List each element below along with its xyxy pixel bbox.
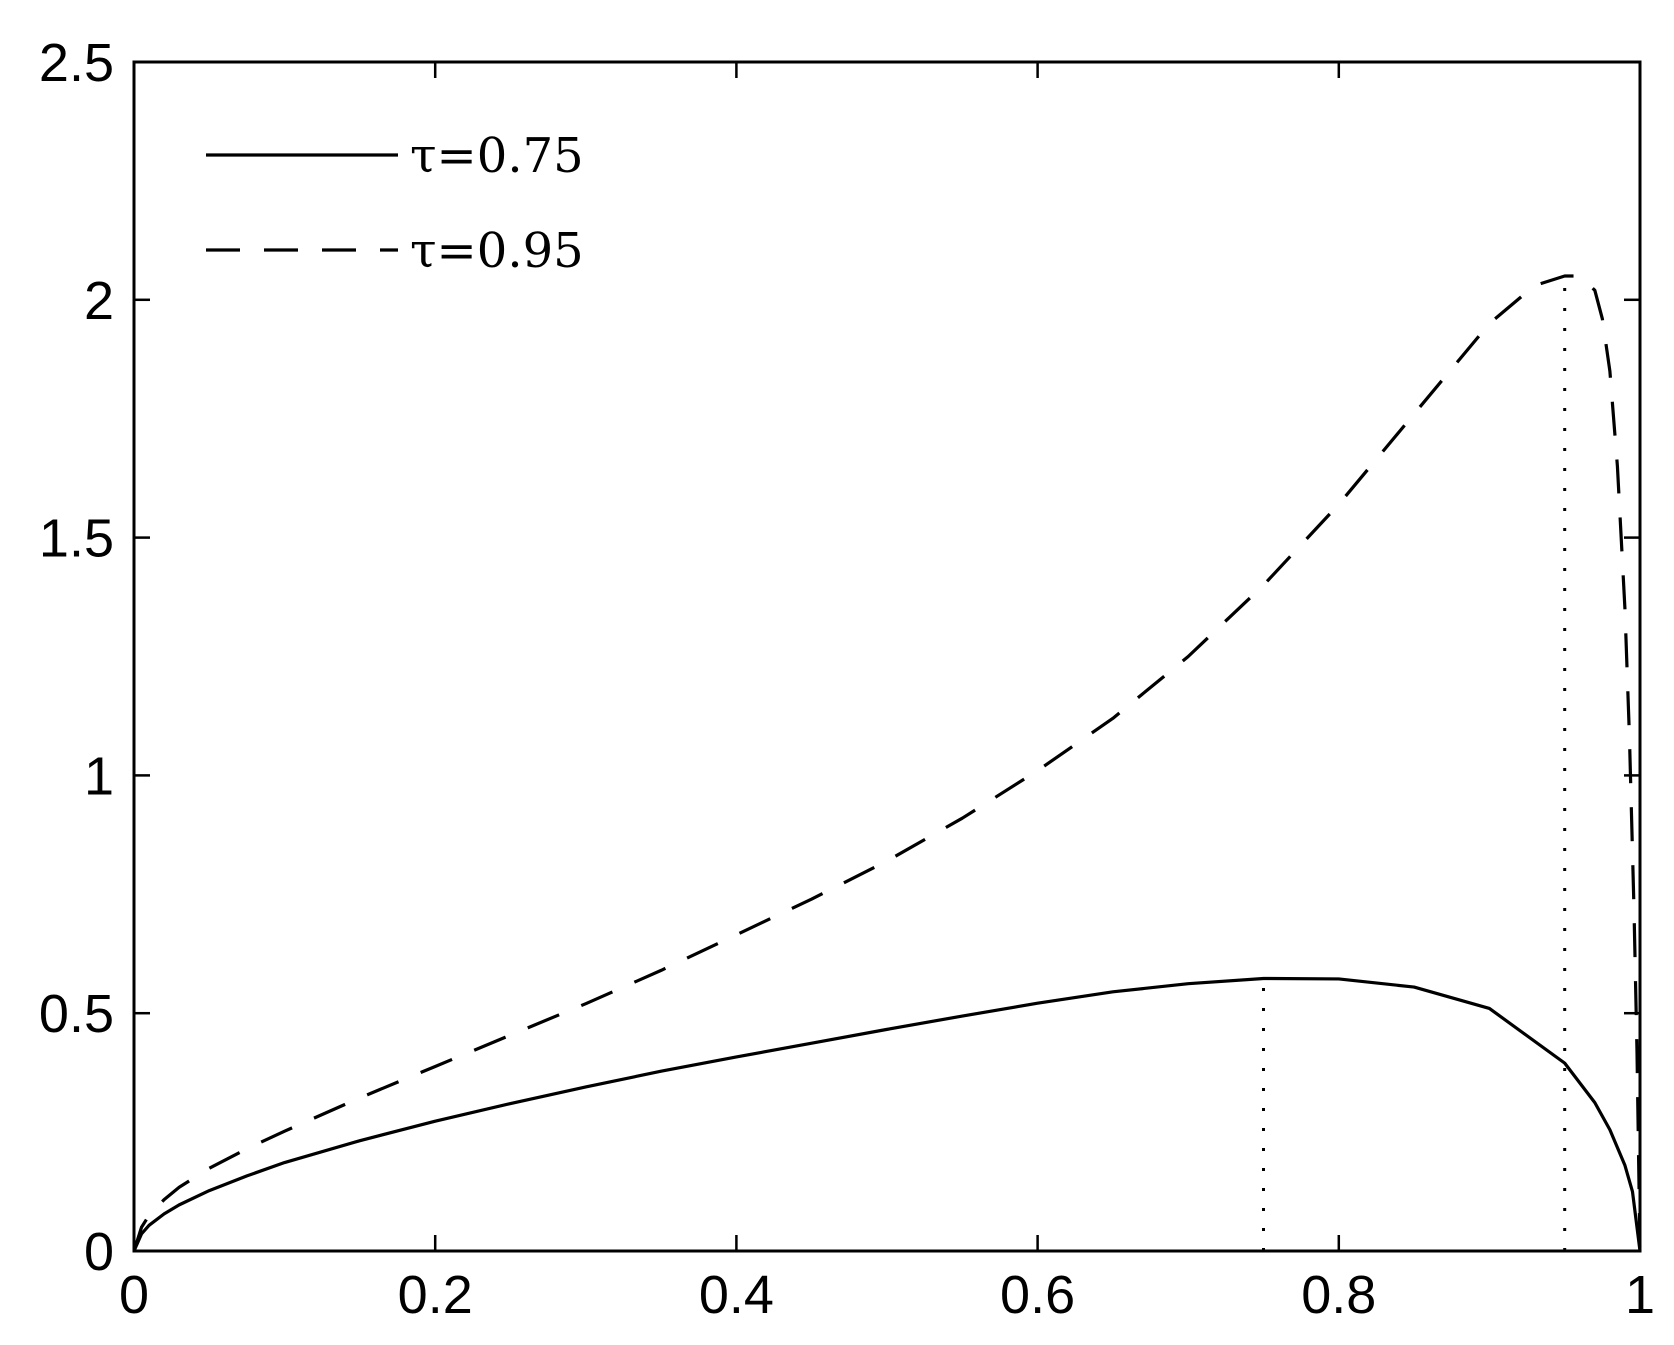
x-tick-label: 0.8 [1301,1265,1376,1325]
series-line-1 [132,976,1642,1252]
y-tick-label: 1 [84,746,114,806]
x-tick-label: 1 [1625,1265,1655,1325]
x-tick-label: 0.6 [1000,1265,1075,1325]
x-tick-label: 0 [119,1265,149,1325]
series-lines [132,274,1642,1252]
legend-label-1: τ=0.75 [410,128,584,184]
reference-lines [1262,276,1567,1251]
ticks: 0 0.2 0.4 0.6 0.8 1 0 0.5 1 1.5 2 2.5 [39,33,1655,1325]
legend: τ=0.75 τ=0.95 [206,128,584,279]
y-tick-label: 1.5 [39,509,114,569]
x-tick-label: 0.2 [398,1265,473,1325]
y-tick-label: 2.5 [39,33,114,93]
y-tick-label: 2 [84,271,114,331]
y-tick-label: 0.5 [39,984,114,1044]
y-tick-label: 0 [84,1222,114,1282]
legend-label-2: τ=0.95 [410,223,584,279]
axes [132,60,1642,1253]
x-tick-label: 0.4 [699,1265,774,1325]
axes-frame [132,60,1642,1253]
